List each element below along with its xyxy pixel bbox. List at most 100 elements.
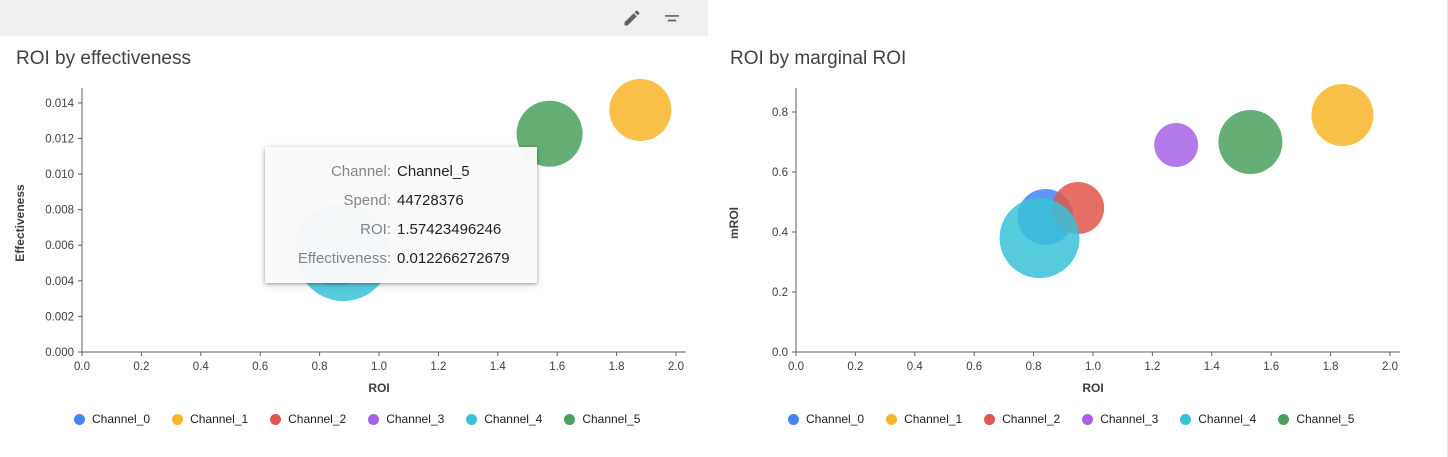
legend-label: Channel_0 [806,412,865,426]
x-tick-label: 0.6 [252,361,268,373]
chart-toolbar [0,0,708,36]
legend-item-Channel_5[interactable]: Channel_5 [564,412,640,426]
x-tick-label: 1.6 [1263,361,1279,373]
legend-dot [466,413,478,425]
x-tick-label: 1.4 [490,361,507,373]
legend-label: Channel_2 [288,412,347,426]
legend-item-Channel_2[interactable]: Channel_2 [984,412,1060,426]
x-tick-label: 0.2 [133,361,149,373]
x-tick-label: 1.0 [1085,361,1101,373]
tooltip-row: Spend: 44728376 [273,186,521,215]
legend-label: Channel_4 [1198,412,1257,426]
tooltip-label: Effectiveness: [297,250,391,267]
x-tick-label: 1.8 [609,361,625,373]
y-tick-label: 0.000 [45,347,74,359]
bubble-Channel_5[interactable] [1218,110,1283,174]
x-tick-label: 0.0 [788,361,804,373]
y-tick-label: 0.010 [45,169,74,181]
y-axis-title: mROI [727,207,741,239]
x-tick-label: 0.0 [74,361,90,373]
y-tick-label: 0.004 [45,276,74,288]
x-tick-label: 0.4 [907,361,924,373]
chart-title: ROI by marginal ROI [730,48,907,69]
x-tick-label: 1.2 [430,361,446,373]
chart-title: ROI by effectiveness [16,48,191,69]
x-axis-title: ROI [1082,381,1103,395]
legend-item-Channel_1[interactable]: Channel_1 [886,412,962,426]
y-axis-title: Effectiveness [13,184,27,262]
y-tick-label: 0.014 [45,98,74,110]
pencil-icon [624,10,640,26]
x-tick-label: 0.8 [1026,361,1042,373]
y-tick-label: 0.2 [772,287,788,299]
chart-card-roi-by-effectiveness: ROI by effectiveness 0.0 0.2 0.4 0.6 0.8 1.0 1… [0,36,710,426]
tooltip-value: 1.57423496246 [397,221,502,238]
legend-dot [368,413,380,425]
legend-label: Channel_4 [484,412,543,426]
y-tick-label: 0.002 [45,311,74,323]
legend-dot [984,413,996,425]
bubble-chart-mroi[interactable]: 0.0 0.2 0.4 0.6 0.8 1.0 1.2 1.4 1.6 1.8 2.0 0.0 0.2 0… [714,76,1424,398]
bubble-Channel_3[interactable] [1154,123,1199,167]
legend: Channel_0 Channel_1 Channel_2 Channel_3 Chan… [788,412,1447,426]
y-tick-label: 0.4 [772,227,789,239]
y-tick-label: 0.012 [45,133,74,145]
legend-item-Channel_3[interactable]: Channel_3 [368,412,444,426]
x-tick-label: 1.8 [1323,361,1339,373]
tooltip-row: Channel: Channel_5 [273,157,521,186]
legend-item-Channel_3[interactable]: Channel_3 [1082,412,1158,426]
legend-label: Channel_5 [582,412,641,426]
edit-button[interactable] [620,6,644,30]
tooltip-label: Channel: [330,163,391,180]
x-tick-label: 2.0 [668,361,684,373]
legend-item-Channel_4[interactable]: Channel_4 [1180,412,1256,426]
y-tick-label: 0.0 [772,347,788,359]
y-tick-label: 0.006 [45,240,74,252]
legend-label: Channel_2 [1002,412,1061,426]
legend-label: Channel_0 [92,412,151,426]
filter-button[interactable] [660,6,684,30]
bubble-Channel_1[interactable] [1311,84,1374,146]
x-tick-label: 0.6 [966,361,982,373]
bubble-Channel_4[interactable] [999,198,1080,278]
legend-dot [788,413,799,425]
x-tick-label: 1.4 [1204,361,1221,373]
legend-label: Channel_1 [190,412,249,426]
legend-item-Channel_5[interactable]: Channel_5 [1278,412,1354,426]
legend-label: Channel_1 [904,412,963,426]
legend-dot [74,413,85,425]
y-tick-label: 0.6 [772,167,788,179]
tooltip-label: ROI: [360,221,391,238]
hover-tooltip: Channel: Channel_5 Spend: 44728376 ROI: … [265,147,537,283]
x-tick-label: 0.8 [312,361,328,373]
x-axis-title: ROI [368,381,389,395]
legend-item-Channel_0[interactable]: Channel_0 [74,412,150,426]
chart-card-roi-by-marginal-roi: ROI by marginal ROI 0.0 0.2 0.4 0.6 0.8 1.0 1.… [714,36,1447,426]
charts-row: ROI by effectiveness 0.0 0.2 0.4 0.6 0.8 1.0 1… [0,36,1447,426]
legend-label: Channel_3 [1100,412,1159,426]
legend-dot [1082,413,1094,425]
chart-body: 0.0 0.2 0.4 0.6 0.8 1.0 1.2 1.4 1.6 1.8 2.0 0.0 0.2 0… [714,76,1447,398]
bubble-Channel_1[interactable] [609,79,672,142]
x-tick-label: 1.0 [371,361,387,373]
legend-item-Channel_4[interactable]: Channel_4 [466,412,542,426]
x-tick-label: 0.4 [193,361,210,373]
legend-dot [886,413,898,425]
tooltip-label: Spend: [343,192,391,209]
legend-item-Channel_0[interactable]: Channel_0 [788,412,864,426]
legend-item-Channel_2[interactable]: Channel_2 [270,412,346,426]
filter-icon [664,15,680,22]
tooltip-value: 44728376 [397,192,464,209]
legend-dot [564,413,576,425]
tooltip-value: Channel_5 [397,163,470,180]
y-tick-label: 0.008 [45,205,74,217]
legend-item-Channel_1[interactable]: Channel_1 [172,412,248,426]
x-tick-label: 2.0 [1382,361,1398,373]
y-tick-label: 0.8 [772,107,788,119]
x-tick-label: 0.2 [847,361,863,373]
x-tick-label: 1.6 [549,361,565,373]
legend-label: Channel_5 [1296,412,1355,426]
x-tick-label: 1.2 [1144,361,1160,373]
legend-dot [1180,413,1192,425]
